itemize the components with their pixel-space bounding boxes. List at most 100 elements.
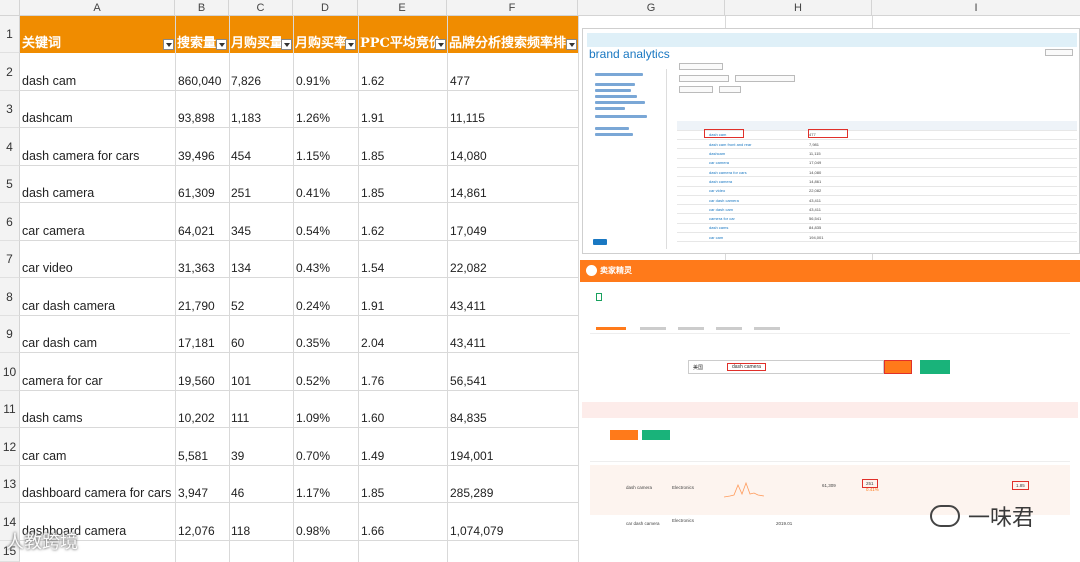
maijia-row-highlight[interactable]: dash camera Electronics 61,309 251 0.41%…: [590, 465, 1070, 515]
cell-monthly[interactable]: 46: [231, 486, 245, 500]
row-number[interactable]: 5: [0, 166, 20, 203]
tab[interactable]: [678, 327, 704, 330]
ba-control[interactable]: [679, 86, 713, 93]
cell-keyword[interactable]: dashcam: [22, 111, 73, 125]
cell-search[interactable]: 19,560: [178, 374, 215, 388]
row-number[interactable]: 2: [0, 53, 20, 91]
filter-dropdown-icon[interactable]: [345, 39, 356, 50]
row-number[interactable]: 14: [0, 503, 20, 541]
ba-row[interactable]: dash camera for cars 14,080: [677, 167, 1077, 178]
cell-rank[interactable]: 22,082: [450, 261, 487, 275]
search-button[interactable]: [884, 360, 912, 374]
cell-rank[interactable]: 14,080: [450, 149, 487, 163]
cell-rate[interactable]: 0.41%: [296, 186, 331, 200]
ba-row[interactable]: car dash camera 43,411: [677, 195, 1077, 206]
filter-dropdown-icon[interactable]: [566, 39, 577, 50]
cell-keyword[interactable]: car cam: [22, 449, 67, 463]
cell-ppc[interactable]: 1.54: [361, 261, 385, 275]
sidebar-item[interactable]: [595, 95, 637, 98]
row-number[interactable]: 11: [0, 391, 20, 428]
cell-rate[interactable]: 1.26%: [296, 111, 331, 125]
cell-rate[interactable]: 1.17%: [296, 486, 331, 500]
sidebar-item[interactable]: [595, 73, 643, 76]
cell-monthly[interactable]: 111: [231, 411, 250, 425]
column-header-c[interactable]: C: [229, 0, 293, 16]
maijia-search-box[interactable]: 美国 dash camera: [688, 360, 884, 374]
cell-monthly[interactable]: 39: [231, 449, 245, 463]
cell-rank[interactable]: 84,835: [450, 411, 487, 425]
cell-keyword[interactable]: car dash camera: [22, 299, 116, 313]
cell-rank[interactable]: 11,115: [450, 111, 485, 125]
tab[interactable]: [640, 327, 666, 330]
header-search-volume[interactable]: 搜索量: [175, 16, 229, 53]
cell-keyword[interactable]: dashboard camera: [22, 524, 127, 538]
cell-rank[interactable]: 194,001: [450, 449, 494, 463]
cell-search[interactable]: 64,021: [178, 224, 215, 238]
cell-search[interactable]: 17,181: [178, 336, 215, 350]
cell-ppc[interactable]: 1.62: [361, 224, 385, 238]
ba-row[interactable]: car dash cam 43,411: [677, 204, 1077, 215]
column-header-a[interactable]: A: [20, 0, 175, 16]
row-number[interactable]: 9: [0, 316, 20, 353]
cell-rate[interactable]: 0.43%: [296, 261, 331, 275]
row-number[interactable]: 7: [0, 241, 20, 278]
ba-row[interactable]: dash cam front and rear 7,981: [677, 139, 1077, 150]
row-keyword[interactable]: dash camera: [626, 485, 653, 490]
cell-rank[interactable]: 43,411: [450, 336, 486, 350]
cell-keyword[interactable]: dash camera: [22, 186, 95, 200]
ba-control[interactable]: [735, 75, 795, 82]
cell-rank[interactable]: 1,074,079: [450, 524, 504, 538]
add-button[interactable]: [642, 430, 670, 440]
column-header-f[interactable]: F: [447, 0, 578, 16]
ba-control[interactable]: [719, 86, 741, 93]
filter-dropdown-icon[interactable]: [435, 39, 446, 50]
row-number[interactable]: 1: [0, 16, 20, 53]
cell-rank[interactable]: 56,541: [450, 374, 487, 388]
filter-dropdown-icon[interactable]: [163, 39, 174, 50]
ba-control[interactable]: [1045, 49, 1073, 56]
ba-row[interactable]: dash cams 84,835: [677, 223, 1077, 234]
select-all-corner[interactable]: [0, 0, 20, 16]
sidebar-button[interactable]: [593, 239, 607, 245]
cell-monthly[interactable]: 7,826: [231, 74, 262, 88]
cell-search[interactable]: 10,202: [178, 411, 215, 425]
column-header-e[interactable]: E: [358, 0, 447, 16]
cell-keyword[interactable]: car video: [22, 261, 73, 275]
cell-rate[interactable]: 0.98%: [296, 524, 331, 538]
header-keyword[interactable]: 关键词: [20, 16, 175, 53]
query-button[interactable]: [920, 360, 950, 374]
row-number[interactable]: 13: [0, 466, 20, 503]
cell-monthly[interactable]: 454: [231, 149, 252, 163]
export-button[interactable]: [610, 430, 638, 440]
cell-rate[interactable]: 0.91%: [296, 74, 331, 88]
tab-active[interactable]: [596, 327, 626, 330]
market-select[interactable]: 美国: [693, 365, 704, 371]
column-header-h[interactable]: H: [725, 0, 872, 16]
cell-search[interactable]: 39,496: [178, 149, 215, 163]
sidebar-item[interactable]: [595, 89, 631, 92]
ba-control[interactable]: [679, 75, 729, 82]
ba-control[interactable]: [679, 63, 723, 70]
cell-ppc[interactable]: 1.60: [361, 411, 385, 425]
cell-monthly[interactable]: 1,183: [231, 111, 262, 125]
sidebar-item[interactable]: [595, 133, 633, 136]
sidebar-item[interactable]: [595, 127, 629, 130]
cell-monthly[interactable]: 118: [231, 524, 251, 538]
cell-search[interactable]: 21,790: [178, 299, 215, 313]
cell-rank[interactable]: 477: [450, 74, 471, 88]
cell-ppc[interactable]: 1.62: [361, 74, 385, 88]
cell-rate[interactable]: 1.15%: [296, 149, 331, 163]
cell-search[interactable]: 93,898: [178, 111, 215, 125]
cell-ppc[interactable]: 1.91: [361, 111, 385, 125]
tag-badge[interactable]: [596, 293, 602, 301]
cell-keyword[interactable]: dash cams: [22, 411, 83, 425]
cell-search[interactable]: 3,947: [178, 486, 209, 500]
cell-ppc[interactable]: 1.85: [361, 149, 385, 163]
row-number[interactable]: 3: [0, 91, 20, 128]
sidebar-item[interactable]: [595, 107, 625, 110]
cell-rate[interactable]: 0.24%: [296, 299, 331, 313]
cell-keyword[interactable]: dashboard camera for cars: [22, 486, 172, 500]
cell-search[interactable]: 5,581: [178, 449, 209, 463]
cell-keyword[interactable]: car dash cam: [22, 336, 98, 350]
cell-monthly[interactable]: 52: [231, 299, 245, 313]
